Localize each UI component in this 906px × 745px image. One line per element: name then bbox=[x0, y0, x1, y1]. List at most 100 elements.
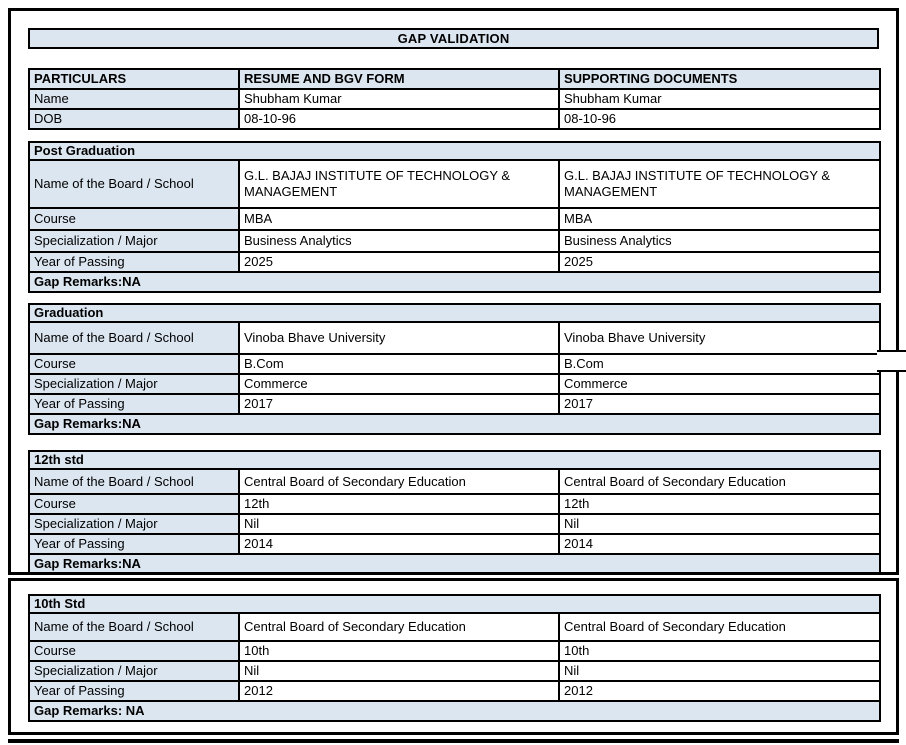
cell-value: Central Board of Secondary Education bbox=[238, 612, 560, 643]
particulars-table: PARTICULARS RESUME AND BGV FORM SUPPORTI… bbox=[28, 68, 881, 130]
table-row: Gap Remarks:NA bbox=[28, 553, 881, 575]
cell-value: 12th bbox=[238, 493, 560, 516]
cell-value: 2014 bbox=[558, 533, 881, 556]
row-label: Course bbox=[28, 353, 240, 376]
table-row: Year of Passing 2012 2012 bbox=[28, 680, 881, 703]
cell-value: MBA bbox=[238, 207, 560, 232]
cell-value: 2017 bbox=[238, 393, 560, 416]
table-row: Course 12th 12th bbox=[28, 493, 881, 516]
section-heading: 12th std bbox=[28, 449, 881, 471]
table-row: Gap Remarks:NA bbox=[28, 271, 881, 294]
cell-value: Central Board of Secondary Education bbox=[558, 468, 881, 496]
table-row: Specialization / Major Commerce Commerce bbox=[28, 373, 881, 396]
cell-value: Central Board of Secondary Education bbox=[558, 612, 881, 643]
table-row: Gap Remarks:NA bbox=[28, 413, 881, 436]
table-row: Name of the Board / School Central Board… bbox=[28, 468, 881, 496]
column-header-supporting: SUPPORTING DOCUMENTS bbox=[558, 68, 881, 90]
gap-remarks: Gap Remarks:NA bbox=[28, 271, 881, 294]
row-label: Year of Passing bbox=[28, 393, 240, 416]
table-row: Year of Passing 2017 2017 bbox=[28, 393, 881, 416]
row-label: Specialization / Major bbox=[28, 373, 240, 396]
table-row: 10th Std bbox=[28, 593, 881, 615]
cell-value: Shubham Kumar bbox=[238, 88, 560, 110]
table-row: 12th std bbox=[28, 449, 881, 471]
section-heading: 10th Std bbox=[28, 593, 881, 615]
column-header-resume: RESUME AND BGV FORM bbox=[238, 68, 560, 90]
section-table-12th-std: 12th std Name of the Board / School Cent… bbox=[28, 449, 881, 575]
row-label: Name bbox=[28, 88, 240, 110]
gap-remarks: Gap Remarks: NA bbox=[28, 700, 881, 723]
cell-value: Business Analytics bbox=[238, 229, 560, 254]
table-row: DOB 08-10-96 08-10-96 bbox=[28, 108, 881, 130]
cell-value: 12th bbox=[558, 493, 881, 516]
row-label: DOB bbox=[28, 108, 240, 130]
section-heading: Post Graduation bbox=[28, 140, 881, 162]
table-row: Gap Remarks: NA bbox=[28, 700, 881, 723]
document-title: GAP VALIDATION bbox=[28, 28, 879, 49]
column-header-particulars: PARTICULARS bbox=[28, 68, 240, 90]
table-row: Name of the Board / School Vinoba Bhave … bbox=[28, 321, 881, 356]
cell-value: 2012 bbox=[238, 680, 560, 703]
row-label: Course bbox=[28, 493, 240, 516]
row-label: Course bbox=[28, 207, 240, 232]
table-row: Post Graduation bbox=[28, 140, 881, 162]
gap-remarks: Gap Remarks:NA bbox=[28, 413, 881, 436]
row-label: Name of the Board / School bbox=[28, 159, 240, 210]
table-row: Graduation bbox=[28, 302, 881, 324]
section-table-10th-std: 10th Std Name of the Board / School Cent… bbox=[28, 593, 881, 723]
table-row: Year of Passing 2014 2014 bbox=[28, 533, 881, 556]
table-row: Course B.Com B.Com bbox=[28, 353, 881, 376]
page-frame-2 bbox=[8, 578, 899, 735]
row-label: Name of the Board / School bbox=[28, 612, 240, 643]
page-frame-1 bbox=[8, 8, 899, 575]
table-row: Specialization / Major Nil Nil bbox=[28, 513, 881, 536]
cell-value: 2025 bbox=[238, 251, 560, 274]
row-label: Specialization / Major bbox=[28, 660, 240, 683]
cell-value: 08-10-96 bbox=[238, 108, 560, 130]
section-table-graduation: Graduation Name of the Board / School Vi… bbox=[28, 302, 881, 436]
cell-value: 2012 bbox=[558, 680, 881, 703]
table-row: PARTICULARS RESUME AND BGV FORM SUPPORTI… bbox=[28, 68, 881, 90]
cell-value: 08-10-96 bbox=[558, 108, 881, 130]
row-label: Course bbox=[28, 640, 240, 663]
table-border-artifact bbox=[877, 350, 906, 372]
row-label: Year of Passing bbox=[28, 251, 240, 274]
table-row: Course 10th 10th bbox=[28, 640, 881, 663]
cell-value: 2017 bbox=[558, 393, 881, 416]
section-heading: Graduation bbox=[28, 302, 881, 324]
cell-value: MBA bbox=[558, 207, 881, 232]
table-row: Course MBA MBA bbox=[28, 207, 881, 232]
table-row: Name of the Board / School G.L. BAJAJ IN… bbox=[28, 159, 881, 210]
cell-value: Nil bbox=[558, 513, 881, 536]
cell-value: 10th bbox=[558, 640, 881, 663]
cell-value: Nil bbox=[238, 660, 560, 683]
row-label: Name of the Board / School bbox=[28, 468, 240, 496]
cell-value: Central Board of Secondary Education bbox=[238, 468, 560, 496]
cell-value: 2014 bbox=[238, 533, 560, 556]
cell-value: B.Com bbox=[558, 353, 881, 376]
table-row: Specialization / Major Business Analytic… bbox=[28, 229, 881, 254]
cell-value: 2025 bbox=[558, 251, 881, 274]
cell-value: G.L. BAJAJ INSTITUTE OF TECHNOLOGY & MAN… bbox=[238, 159, 560, 210]
cell-value: Shubham Kumar bbox=[558, 88, 881, 110]
cell-value: Commerce bbox=[238, 373, 560, 396]
section-table-post-graduation: Post Graduation Name of the Board / Scho… bbox=[28, 140, 881, 294]
cell-value: G.L. BAJAJ INSTITUTE OF TECHNOLOGY & MAN… bbox=[558, 159, 881, 210]
cell-value: Nil bbox=[558, 660, 881, 683]
cell-value: Commerce bbox=[558, 373, 881, 396]
table-row: Name Shubham Kumar Shubham Kumar bbox=[28, 88, 881, 110]
cell-value: 10th bbox=[238, 640, 560, 663]
cell-value: B.Com bbox=[238, 353, 560, 376]
row-label: Specialization / Major bbox=[28, 513, 240, 536]
table-row: Specialization / Major Nil Nil bbox=[28, 660, 881, 683]
gap-remarks: Gap Remarks:NA bbox=[28, 553, 881, 575]
row-label: Year of Passing bbox=[28, 533, 240, 556]
page-frame-3-edge bbox=[8, 739, 899, 743]
cell-value: Vinoba Bhave University bbox=[238, 321, 560, 356]
row-label: Name of the Board / School bbox=[28, 321, 240, 356]
row-label: Year of Passing bbox=[28, 680, 240, 703]
cell-value: Vinoba Bhave University bbox=[558, 321, 881, 356]
table-row: Year of Passing 2025 2025 bbox=[28, 251, 881, 274]
cell-value: Business Analytics bbox=[558, 229, 881, 254]
